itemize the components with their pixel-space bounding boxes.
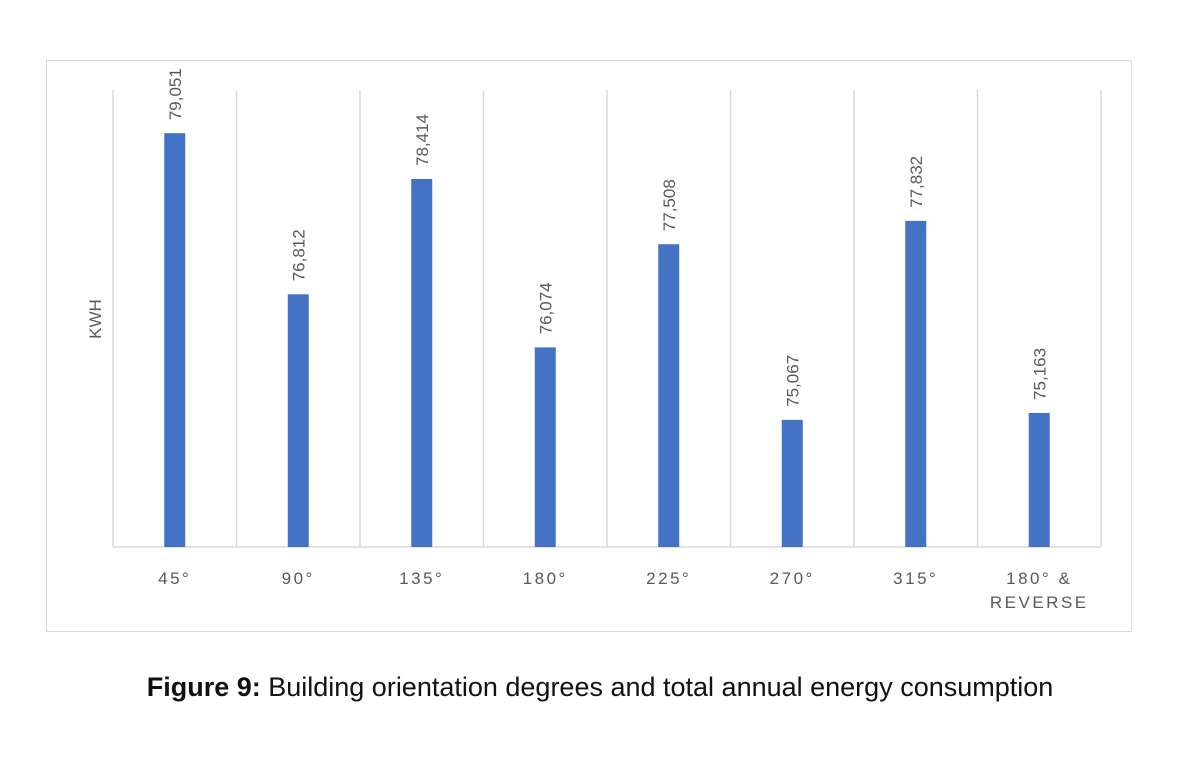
data-label: 75,163 [1030,348,1049,400]
data-label: 77,508 [660,179,679,231]
y-axis-title: KWH [86,299,105,339]
bar [658,244,680,547]
x-tick-label: 45° [158,569,191,588]
x-tick-label: 180° [523,569,568,588]
figure-caption: Figure 9: Building orientation degrees a… [0,672,1200,703]
bar [781,419,803,547]
data-label: 79,051 [166,68,185,120]
bar [534,347,556,547]
bar [411,179,433,547]
x-tick-label: 315° [893,569,938,588]
x-tick-label: REVERSE [990,593,1089,612]
bar [164,133,186,547]
x-tick-label: 180° & [1006,569,1072,588]
data-label: 78,414 [413,114,432,166]
x-tick-label: 90° [282,569,315,588]
chart-frame [46,60,1132,632]
data-label: 76,074 [536,282,555,334]
figure-caption-label: Figure 9: [146,672,261,702]
data-label: 76,812 [289,229,308,281]
x-tick-label: 135° [399,569,444,588]
bar [1028,412,1050,547]
figure-caption-text: Building orientation degrees and total a… [260,672,1054,702]
bar [287,294,309,547]
bar [905,220,927,548]
x-tick-label: 270° [770,569,815,588]
data-label: 75,067 [783,355,802,407]
x-tick-label: 225° [646,569,691,588]
data-label: 77,832 [907,156,926,208]
